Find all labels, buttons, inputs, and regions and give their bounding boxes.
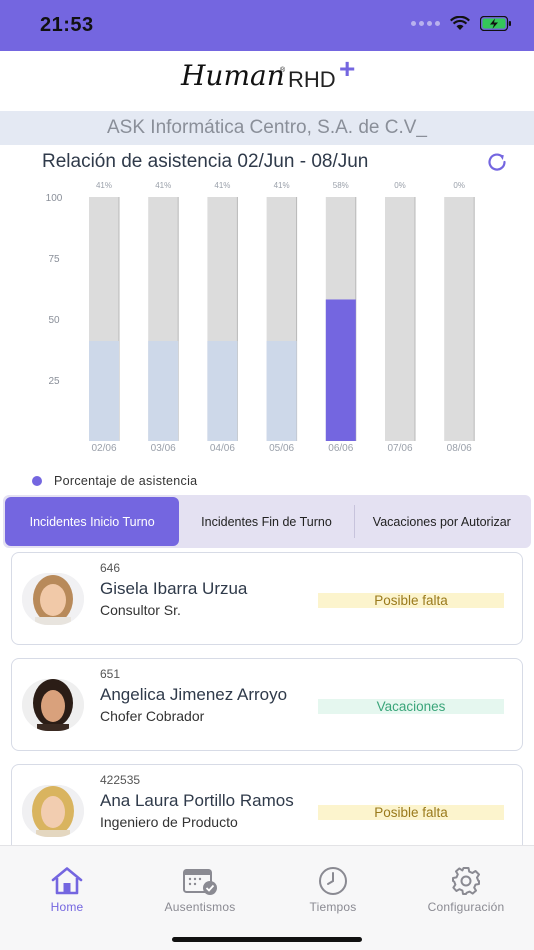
attendance-bar-chart: 25 50 75 100 41% 02/06 41% 03/06 41% 04/06 41% 05/0… [46,181,475,454]
gear-icon [452,867,480,895]
tab-configuracion[interactable]: Configuración [406,866,526,914]
employee-role: Ingeniero de Producto [100,814,238,830]
tab-home[interactable]: Home [7,866,127,914]
x-tick-label: 03/06 [151,443,176,454]
brand-logo-rhd: RHD [288,67,336,92]
x-tick-label: 08/06 [447,443,472,454]
employee-id: 651 [100,667,121,681]
employee-card[interactable]: 422535 Ana Laura Portillo Ramos Ingenier… [11,764,523,857]
avatar [22,785,84,837]
legend-label: Porcentaje de asistencia [54,474,198,488]
bar-track [444,197,475,441]
data-label: 0% [453,181,465,190]
tab-ausentismos-label: Ausentismos [164,900,236,914]
tab-ausentismos[interactable]: Ausentismos [140,866,260,914]
calendar-check-icon [183,869,217,895]
bottom-tab-bar: Home Ausentismos Tiempos Configuración [0,845,534,950]
tab-incidentes-inicio-turno[interactable]: Incidentes Inicio Turno [5,497,180,546]
x-tick-label: 04/06 [210,443,235,454]
battery-charging-icon [480,16,511,31]
bar-track [385,197,415,441]
tab-home-label: Home [50,900,84,914]
brand-logo-plus: + [339,53,356,84]
bar [207,340,238,441]
data-label: 58% [333,181,349,190]
tab-tiempos-label: Tiempos [309,900,357,914]
tab-tiempos[interactable]: Tiempos [273,866,393,914]
employee-name: Gisela Ibarra Urzua [100,579,248,598]
x-tick-label: 05/06 [269,443,294,454]
clock-icon [319,867,347,895]
y-tick-label: 100 [46,193,63,204]
bar [325,299,356,441]
employee-role: Consultor Sr. [100,602,181,618]
wifi-icon [450,16,470,30]
data-label: 41% [274,181,290,190]
x-tick-label: 06/06 [328,443,353,454]
brand-registered-mark: ® [280,67,286,74]
company-name: ASK Informática Centro, S.A. de C.V_ [0,111,534,145]
y-tick-label: 75 [48,254,60,265]
status-badge: Vacaciones [318,699,504,714]
data-label: 41% [96,181,112,190]
employee-id: 422535 [100,773,141,787]
bar [89,340,119,441]
employee-card[interactable]: 651 Angelica Jimenez Arroyo Chofer Cobra… [11,658,523,751]
status-icons [411,16,512,31]
tab-incidentes-fin-de-turno[interactable]: Incidentes Fin de Turno [201,514,332,529]
bar [148,340,179,441]
employee-name: Ana Laura Portillo Ramos [100,791,294,810]
home-icon [51,867,83,895]
status-bar: 21:53 [0,0,534,51]
segment-divider [353,505,355,538]
status-time: 21:53 [40,14,94,36]
brand-logo-script: Human [181,59,285,92]
status-badge: Posible falta [318,593,504,608]
brand-header: Human ® RHD + [0,51,534,111]
tab-configuracion-label: Configuración [427,900,505,914]
employee-id: 646 [100,561,121,575]
tab-vacaciones-por-autorizar[interactable]: Vacaciones por Autorizar [372,514,511,529]
refresh-icon[interactable] [485,151,509,175]
incident-tabs: Incidentes Inicio Turno Incidentes Fin d… [3,495,531,548]
x-tick-label: 02/06 [91,443,116,454]
employee-card[interactable]: 646 Gisela Ibarra Urzua Consultor Sr. Po… [11,552,523,645]
employee-role: Chofer Cobrador [100,708,205,724]
home-indicator [172,937,362,942]
legend-dot [32,476,42,486]
data-label: 41% [214,181,230,190]
signal-dots-icon [411,21,440,26]
status-badge: Posible falta [318,805,504,820]
y-tick-label: 50 [48,315,60,326]
chart-title: Relación de asistencia 02/Jun - 08/Jun [42,151,369,172]
chart-legend: Porcentaje de asistencia [32,474,197,488]
bar [266,340,297,441]
avatar [22,573,84,625]
data-label: 0% [394,181,406,190]
employee-name: Angelica Jimenez Arroyo [100,685,288,704]
avatar [22,679,84,731]
y-tick-label: 25 [48,376,60,387]
x-tick-label: 07/06 [387,443,412,454]
data-label: 41% [155,181,171,190]
